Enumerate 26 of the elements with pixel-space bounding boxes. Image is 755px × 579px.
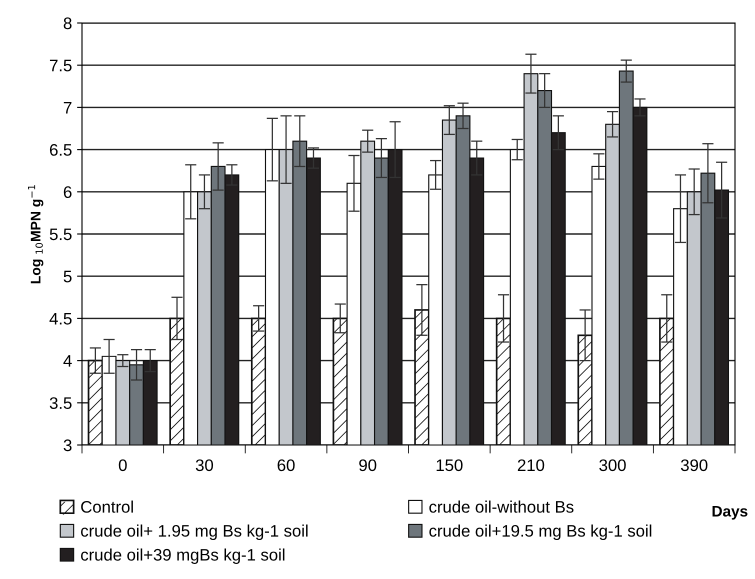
x-tick-label: 390 [680, 459, 708, 472]
legend-label: crude oil+19.5 mg Bs kg-1 soil [429, 524, 652, 540]
legend-label: crude oil+39 mgBs kg-1 soil [81, 548, 284, 564]
x-tick-label: 210 [518, 459, 544, 472]
x-tick-label: 150 [436, 459, 463, 472]
y-tick-label: 4.5 [49, 312, 72, 325]
y-axis-title: Log $_{10}$MPN g$^{−1}$ [28, 185, 44, 284]
y-tick-label: 3 [64, 439, 72, 452]
y-tick-label: 3.5 [50, 397, 72, 410]
legend-label: Control [81, 500, 133, 513]
legend-label: crude oil-without Bs [429, 500, 574, 513]
y-tick-label: 7 [64, 102, 72, 114]
x-tick-label: 30 [196, 459, 214, 472]
y-tick-label: 8 [64, 17, 72, 30]
y-tick-label: 7.5 [50, 60, 72, 72]
y-tick-label: 6.5 [50, 144, 72, 156]
legend-label: crude oil+ 1.95 mg Bs kg-1 soil [81, 524, 308, 540]
y-tick-label: 4 [63, 355, 72, 367]
y-tick-label: 6 [64, 186, 72, 198]
x-tick-label: 0 [118, 459, 127, 472]
x-tick-label: 90 [359, 459, 376, 472]
x-tick-label: 60 [278, 459, 295, 472]
y-tick-label: 5 [64, 270, 72, 282]
y-tick-label: 5.5 [50, 228, 72, 240]
x-axis-title: Days [712, 506, 748, 520]
x-tick-label: 300 [599, 459, 626, 472]
